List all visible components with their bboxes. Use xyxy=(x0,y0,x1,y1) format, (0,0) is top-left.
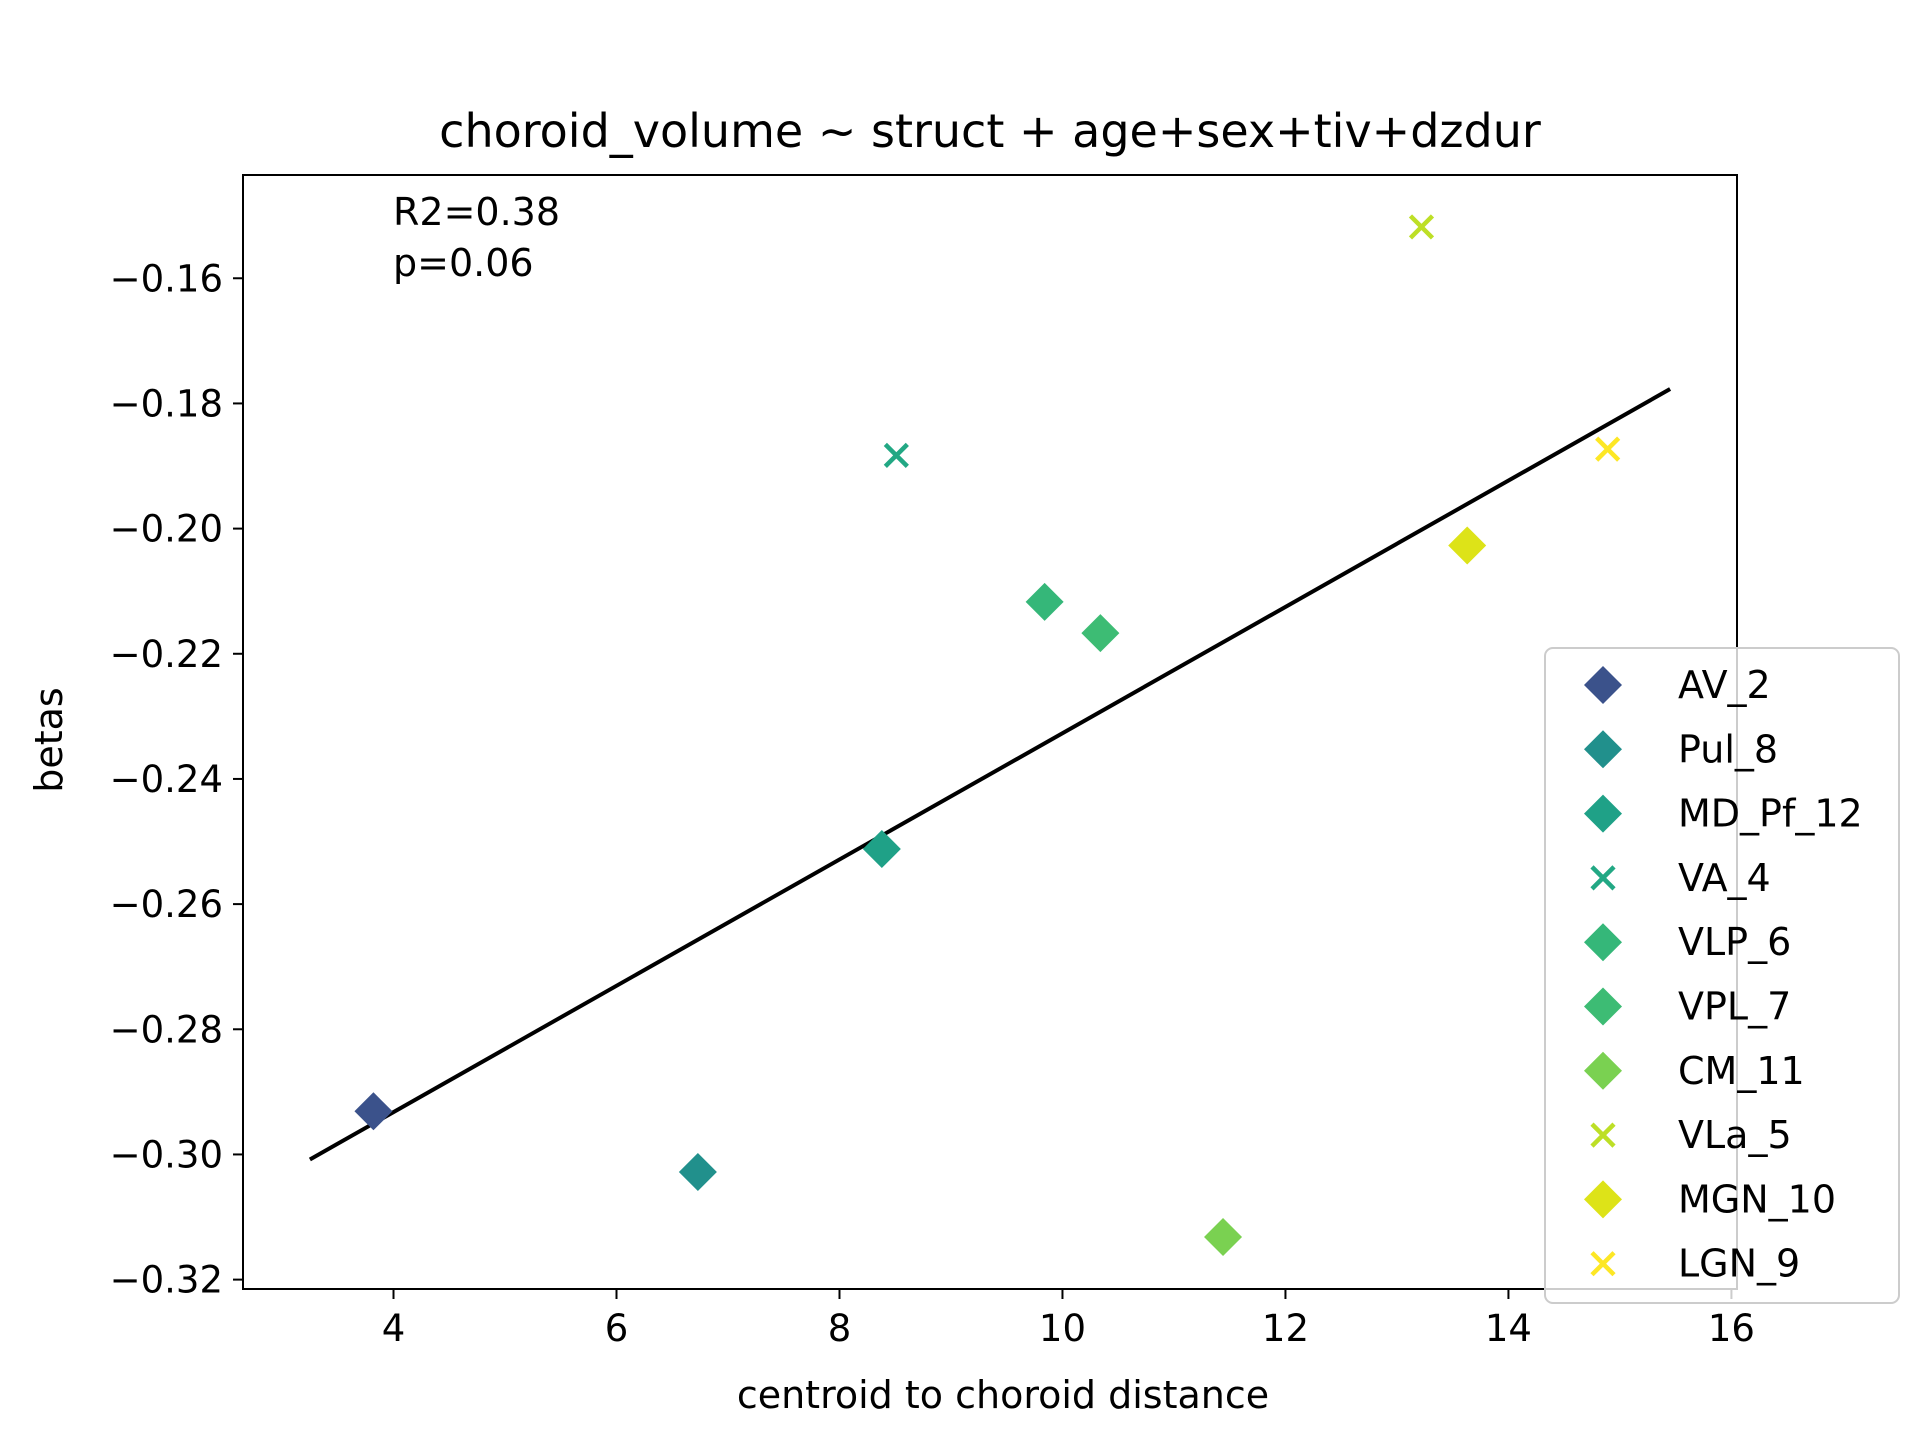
legend-item: VLa_5 xyxy=(1590,1113,1792,1157)
legend-label: VLP_6 xyxy=(1678,920,1791,964)
legend-marker xyxy=(1590,1251,1616,1277)
x-tick-label: 10 xyxy=(1039,1307,1086,1350)
legend-marker xyxy=(1584,987,1622,1026)
x-tick-label: 16 xyxy=(1708,1307,1755,1350)
legend-box xyxy=(1544,647,1900,1304)
legend-marker-stroke-b xyxy=(1590,1122,1616,1148)
legend-item: Pul_8 xyxy=(1584,727,1778,771)
legend-marker xyxy=(1590,865,1616,891)
legend-marker xyxy=(1584,923,1622,962)
legend-label: MD_Pf_12 xyxy=(1678,792,1863,836)
data-point-cm-11 xyxy=(1204,1218,1243,1257)
x-tick-label: 12 xyxy=(1262,1307,1309,1350)
y-tick-label: −0.20 xyxy=(110,508,223,551)
legend-marker xyxy=(1584,666,1622,704)
data-point-vpl-7 xyxy=(1081,614,1120,653)
data-point-av-2 xyxy=(354,1092,393,1131)
plot-frame xyxy=(242,174,1738,1290)
legend-label: VLa_5 xyxy=(1678,1113,1792,1157)
legend-label: Pul_8 xyxy=(1678,727,1778,771)
regression-line xyxy=(308,387,1672,1162)
data-point-vla-5-stroke-b xyxy=(1408,214,1435,240)
legend-item: MGN_10 xyxy=(1584,1177,1836,1221)
legend-item: LGN_9 xyxy=(1590,1242,1800,1286)
y-tick-label: −0.18 xyxy=(110,382,223,425)
stats-annotations: R2=0.38 p=0.06 xyxy=(393,190,560,285)
data-point-vlp-6 xyxy=(1025,582,1064,621)
y-tick-label: −0.16 xyxy=(110,257,223,300)
x-tick-label: 14 xyxy=(1485,1307,1532,1350)
legend-marker-stroke-b xyxy=(1590,1251,1616,1277)
legend-label: VA_4 xyxy=(1678,856,1771,900)
x-axis-label: centroid to choroid distance xyxy=(737,1373,1269,1417)
legend-item: VA_4 xyxy=(1590,856,1771,900)
data-point-pul-8 xyxy=(678,1152,717,1191)
p-value-annotation: p=0.06 xyxy=(393,241,534,285)
data-point-lgn-9-stroke-b xyxy=(1595,436,1621,462)
legend-item: AV_2 xyxy=(1584,663,1771,707)
y-tick-label: −0.22 xyxy=(110,633,223,676)
legend-label: AV_2 xyxy=(1678,663,1771,707)
y-tick-label: −0.26 xyxy=(110,883,223,926)
chart-title: choroid_volume ~ struct + age+sex+tiv+dz… xyxy=(439,104,1541,158)
r2-annotation: R2=0.38 xyxy=(393,190,560,234)
y-tick-label: −0.28 xyxy=(110,1008,223,1051)
legend-marker xyxy=(1584,730,1622,769)
legend-label: MGN_10 xyxy=(1678,1177,1836,1221)
x-tick-label: 8 xyxy=(828,1307,852,1350)
legend-item: CM_11 xyxy=(1584,1049,1805,1093)
data-point-va-4 xyxy=(883,442,909,468)
legend-marker xyxy=(1584,1180,1622,1219)
y-tick-label: −0.24 xyxy=(110,758,223,801)
legend-marker xyxy=(1590,1122,1616,1148)
y-tick-label: −0.30 xyxy=(110,1133,223,1176)
plot-area xyxy=(308,214,1672,1257)
data-point-vla-5 xyxy=(1408,214,1435,240)
legend-marker xyxy=(1584,1051,1622,1090)
x-tick-label: 6 xyxy=(605,1307,629,1350)
y-axis-label: betas xyxy=(27,687,71,792)
legend: AV_2 Pul_8 MD_Pf_12 VA_4 VLP_6 VPL_7 CM_11 VLa_… xyxy=(1544,647,1900,1304)
legend-marker xyxy=(1584,794,1622,833)
legend-label: VPL_7 xyxy=(1678,985,1791,1029)
legend-item: VPL_7 xyxy=(1584,985,1791,1029)
data-point-md-pf-12 xyxy=(862,830,901,869)
data-point-mgn-10 xyxy=(1448,526,1487,565)
axes: 4 6 8 10 12 14 16 −0.32 −0.30 −0.28 −0.26 −0.24 −0.2… xyxy=(110,174,1755,1350)
legend-label: CM_11 xyxy=(1678,1049,1805,1093)
legend-marker-stroke-b xyxy=(1590,865,1616,891)
x-tick-label: 4 xyxy=(382,1307,406,1350)
legend-label: LGN_9 xyxy=(1678,1242,1800,1286)
data-point-lgn-9 xyxy=(1595,436,1621,462)
y-tick-label: −0.32 xyxy=(110,1259,223,1302)
legend-item: VLP_6 xyxy=(1584,920,1791,964)
data-point-va-4-stroke-b xyxy=(883,442,909,468)
legend-item: MD_Pf_12 xyxy=(1584,792,1863,836)
